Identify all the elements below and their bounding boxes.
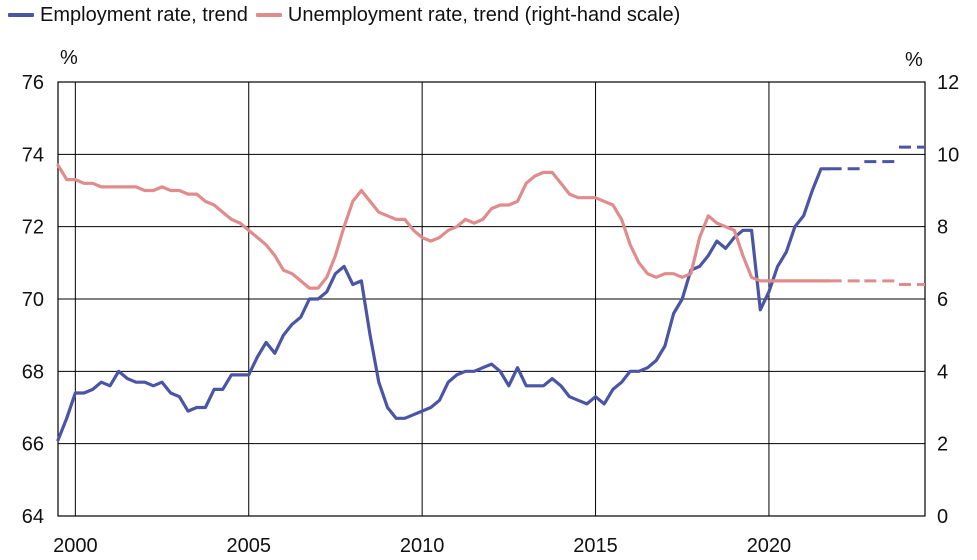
- y-left-tick-label: 64: [22, 506, 44, 528]
- legend-label-employment: Employment rate, trend: [40, 3, 248, 26]
- y-right-tick-label: 2: [937, 434, 948, 456]
- unemployment-rate-line: [56, 163, 832, 290]
- legend-item-employment: Employment rate, trend: [8, 4, 248, 27]
- y-right-tick-label: 10: [937, 144, 959, 166]
- y-right-tick-label: 6: [937, 289, 948, 311]
- y-left-tick-label: 66: [22, 434, 44, 456]
- x-tick-label: 2010: [400, 535, 445, 557]
- plot-frame: [57, 81, 926, 517]
- legend-swatch-employment: [8, 13, 34, 17]
- right-axis-unit: %: [905, 49, 923, 71]
- y-right-tick-label: 12: [937, 72, 959, 94]
- chart-legend: Employment rate, trend Unemployment rate…: [8, 0, 688, 30]
- y-right-tick-label: 0: [937, 506, 948, 528]
- y-left-tick-label: 74: [22, 144, 44, 166]
- y-right-tick-label: 8: [937, 217, 948, 239]
- x-tick-label: 2015: [573, 535, 618, 557]
- y-left-tick-label: 68: [22, 361, 44, 383]
- y-left-tick-label: 70: [22, 289, 44, 311]
- x-tick-label: 2000: [53, 535, 98, 557]
- y-left-tick-label: 72: [22, 217, 44, 239]
- left-axis-unit: %: [60, 47, 78, 69]
- legend-swatch-unemployment: [255, 13, 282, 17]
- employment-rate-line: [56, 167, 832, 442]
- legend-label-unemployment: Unemployment rate, trend (right-hand sca…: [287, 3, 681, 26]
- chart-grid: [58, 82, 925, 516]
- x-tick-label: 2005: [226, 535, 271, 557]
- chart-series: [56, 145, 925, 442]
- legend-item-unemployment: Unemployment rate, trend (right-hand sca…: [255, 3, 681, 27]
- y-left-tick-label: 76: [22, 72, 44, 94]
- y-right-tick-label: 4: [937, 361, 948, 383]
- x-tick-label: 2020: [747, 535, 792, 557]
